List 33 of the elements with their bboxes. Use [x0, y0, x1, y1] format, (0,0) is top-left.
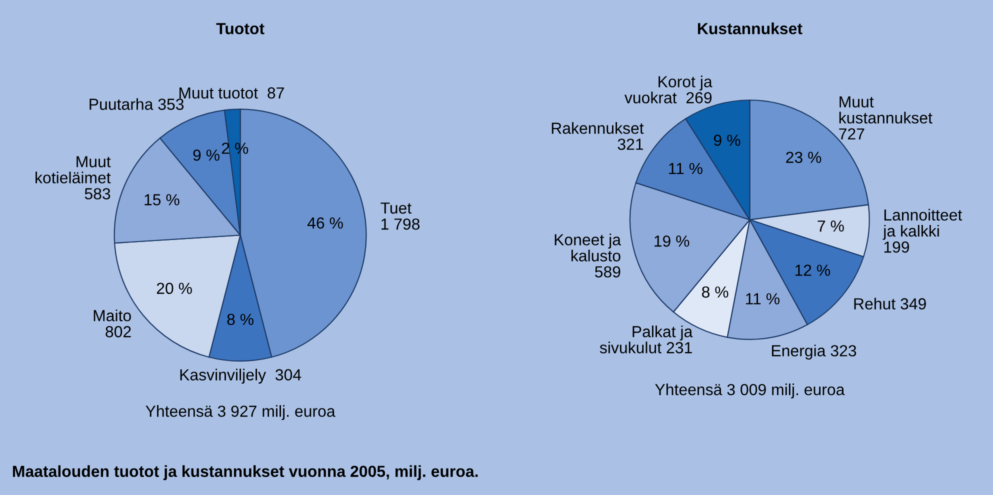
- slice-label: Muut tuotot 87: [179, 87, 284, 99]
- data-label: 9 %: [714, 134, 740, 146]
- data-label: 46 %: [307, 217, 343, 229]
- slice-label: Koneet ja kalusto 589: [554, 234, 622, 278]
- data-label: 12 %: [795, 264, 830, 276]
- data-label: 19 %: [654, 235, 690, 247]
- slice-label: Palkat ja sivukulut 231: [600, 326, 693, 354]
- slice-label: Rehut 349: [854, 298, 926, 310]
- data-label: 8 %: [227, 314, 254, 326]
- slice-label: Korot ja vuokrat 269: [624, 76, 712, 104]
- slice-label: Tuet 1 798: [380, 202, 420, 230]
- data-label: 11 %: [746, 293, 780, 304]
- slice-label: Lannoitteet ja kalkki 199: [882, 208, 962, 253]
- data-label: 9 %: [193, 150, 220, 161]
- data-label: 23 %: [786, 152, 822, 164]
- slice-label: Maito 802: [94, 310, 131, 338]
- chart-title: Kustannukset: [698, 22, 802, 34]
- data-label: 20 %: [156, 282, 192, 294]
- data-label: 7 %: [818, 220, 844, 232]
- data-label: 15 %: [144, 194, 180, 206]
- data-label: 8 %: [702, 286, 728, 298]
- slice-label: Energia 323: [772, 344, 856, 360]
- slice-label: Kasvinviljely 304: [180, 368, 302, 384]
- data-label: 11 %: [669, 162, 702, 174]
- slice-label: Rakennukset 321: [552, 122, 644, 150]
- data-label: 2 %: [222, 142, 248, 154]
- slice-label: Puutarha 353: [90, 98, 184, 110]
- chart-title: Tuotot: [216, 23, 264, 34]
- slice-label: Muut kotieläimet 583: [36, 156, 111, 200]
- slice-label: Muut kustannukset 727: [839, 96, 932, 140]
- text: Yhteensä 3 009 milj. euroa: [655, 384, 845, 398]
- text: Yhteensä 3 927 milj. euroa: [146, 405, 336, 420]
- text: Maatalouden tuotot ja kustannukset vuonna 2005, milj. euroa.: [12, 465, 478, 480]
